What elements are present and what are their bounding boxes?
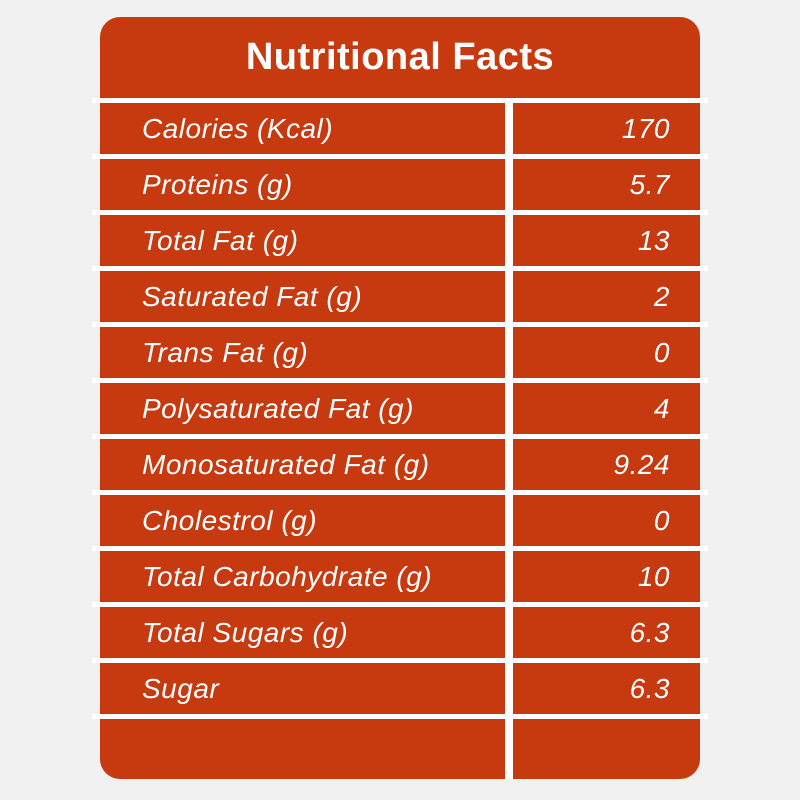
nutrient-value-cell: 4 — [513, 383, 700, 434]
table-row: Total Fat (g) 13 — [100, 215, 700, 266]
table-row: Calories (Kcal) 170 — [100, 103, 700, 154]
nutrient-value-cell: 10 — [513, 551, 700, 602]
row-separator — [92, 434, 708, 439]
row-separator — [92, 658, 708, 663]
nutrient-label-cell: Total Fat (g) — [100, 215, 505, 266]
nutrient-label-cell: Total Sugars (g) — [100, 607, 505, 658]
table-row: Sugar 6.3 — [100, 663, 700, 714]
nutrient-value-cell-empty — [513, 719, 700, 779]
table-row: Monosaturated Fat (g) 9.24 — [100, 439, 700, 490]
nutrient-label-cell: Cholestrol (g) — [100, 495, 505, 546]
nutrient-value-cell: 0 — [513, 327, 700, 378]
nutrient-label-cell-empty — [100, 719, 505, 779]
nutrient-label-cell: Monosaturated Fat (g) — [100, 439, 505, 490]
nutrient-value-cell: 0 — [513, 495, 700, 546]
table-row: Total Sugars (g) 6.3 — [100, 607, 700, 658]
row-separator — [92, 98, 708, 103]
nutrient-label-cell: Sugar — [100, 663, 505, 714]
column-divider — [505, 103, 513, 779]
table-row: Total Carbohydrate (g) 10 — [100, 551, 700, 602]
nutrient-label-cell: Calories (Kcal) — [100, 103, 505, 154]
row-separator — [92, 154, 708, 159]
row-separator — [92, 714, 708, 719]
nutrient-value-cell: 13 — [513, 215, 700, 266]
nutrient-value-cell: 5.7 — [513, 159, 700, 210]
row-separator — [92, 546, 708, 551]
row-separator — [92, 378, 708, 383]
table-row-empty — [100, 719, 700, 779]
row-separator — [92, 266, 708, 271]
row-separator — [92, 602, 708, 607]
nutrient-label-cell: Polysaturated Fat (g) — [100, 383, 505, 434]
table-row: Trans Fat (g) 0 — [100, 327, 700, 378]
nutrition-facts-card: Nutritional Facts Calories (Kcal) 170 Pr… — [92, 17, 708, 779]
row-separator — [92, 322, 708, 327]
nutrient-label-cell: Proteins (g) — [100, 159, 505, 210]
nutrient-value-cell: 6.3 — [513, 663, 700, 714]
nutrient-label-cell: Saturated Fat (g) — [100, 271, 505, 322]
row-separator — [92, 210, 708, 215]
nutrient-value-cell: 9.24 — [513, 439, 700, 490]
row-separator — [92, 490, 708, 495]
table-row: Polysaturated Fat (g) 4 — [100, 383, 700, 434]
table-row: Saturated Fat (g) 2 — [100, 271, 700, 322]
nutrient-value-cell: 6.3 — [513, 607, 700, 658]
table-title: Nutritional Facts — [245, 36, 555, 78]
nutrient-label-cell: Trans Fat (g) — [100, 327, 505, 378]
table-row: Cholestrol (g) 0 — [100, 495, 700, 546]
nutrient-value-cell: 2 — [513, 271, 700, 322]
table-header: Nutritional Facts — [100, 17, 700, 98]
nutrient-label-cell: Total Carbohydrate (g) — [100, 551, 505, 602]
table-row: Proteins (g) 5.7 — [100, 159, 700, 210]
nutrient-value-cell: 170 — [513, 103, 700, 154]
